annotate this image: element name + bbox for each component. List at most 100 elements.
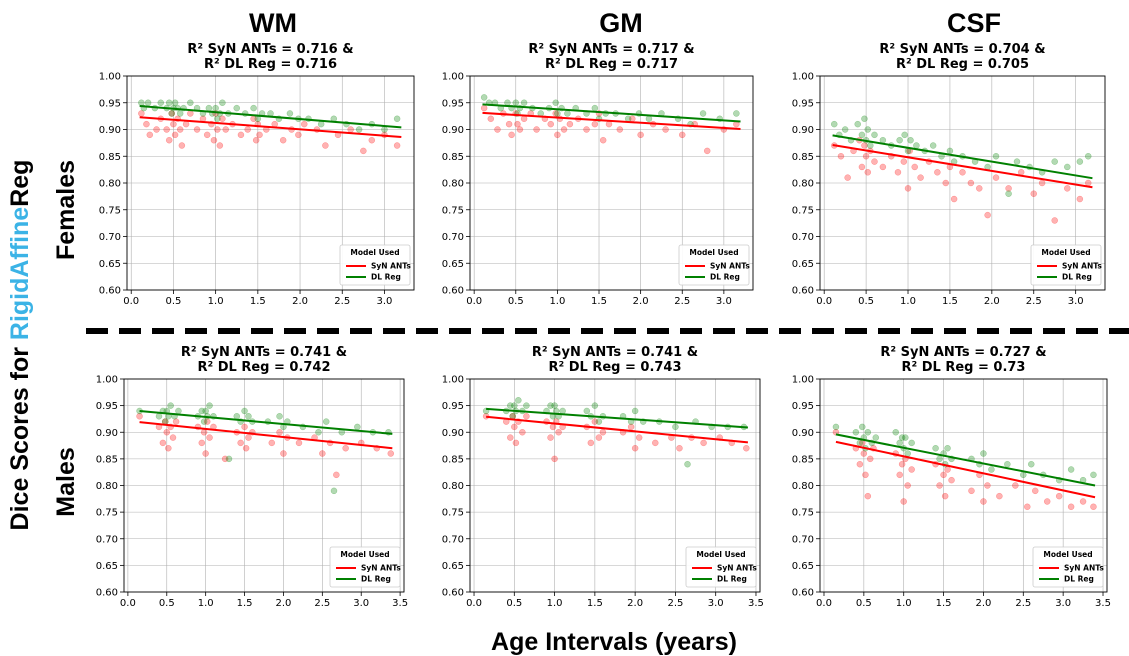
point-dl-reg: [902, 434, 909, 441]
point-syn-ants: [676, 444, 683, 452]
point-syn-ants: [941, 492, 949, 500]
y-tick-label: 0.75: [792, 205, 814, 216]
point-syn-ants: [894, 169, 902, 176]
point-dl-reg: [896, 136, 903, 144]
point-syn-ants: [387, 450, 395, 457]
point-dl-reg: [167, 402, 174, 409]
legend-entry: DL Reg: [361, 575, 391, 584]
y-tick-label: 0.80: [442, 179, 464, 190]
x-tick-label: 0.5: [858, 296, 874, 307]
y-tick-label: 0.75: [792, 508, 814, 519]
point-syn-ants: [165, 136, 173, 144]
point-dl-reg: [896, 439, 903, 447]
legend: Model Used SyN ANTs DL Reg: [678, 244, 750, 286]
point-syn-ants: [216, 142, 224, 149]
point-dl-reg: [858, 131, 866, 139]
point-dl-reg: [864, 429, 872, 436]
point-dl-reg: [198, 407, 206, 415]
fit-line-dl-reg: [482, 103, 741, 123]
x-supertitle: Age Intervals (years): [491, 628, 737, 656]
point-dl-reg: [554, 110, 561, 117]
point-syn-ants: [917, 174, 924, 181]
point-syn-ants: [360, 147, 367, 155]
point-syn-ants: [911, 163, 918, 171]
x-tick-label: 1.0: [547, 598, 563, 609]
point-syn-ants: [555, 429, 562, 436]
row-label-males: Males: [52, 447, 80, 516]
point-dl-reg: [831, 120, 838, 128]
point-syn-ants: [342, 444, 349, 452]
fit-line-dl-reg: [835, 433, 1096, 487]
point-syn-ants: [1005, 185, 1012, 192]
point-dl-reg: [138, 99, 145, 106]
point-syn-ants: [279, 136, 287, 144]
point-syn-ants: [146, 131, 154, 139]
point-syn-ants: [171, 131, 179, 139]
x-tick-label: 3.0: [708, 598, 724, 609]
point-syn-ants: [862, 471, 869, 479]
point-dl-reg: [317, 120, 325, 128]
point-dl-reg: [856, 439, 864, 447]
y-tick-label: 0.60: [792, 286, 814, 297]
point-syn-ants: [864, 169, 872, 176]
y-tick-label: 0.85: [96, 454, 118, 465]
panel-title-line: R² DL Reg = 0.717: [545, 57, 678, 72]
point-dl-reg: [699, 110, 707, 117]
x-tick-label: 1.0: [198, 598, 214, 609]
point-dl-reg: [205, 104, 213, 112]
legend-entry: DL Reg: [717, 575, 747, 584]
y-tick-label: 0.80: [99, 179, 121, 190]
point-dl-reg: [165, 99, 173, 106]
plot-frame: [819, 75, 1106, 291]
x-tick-label: 2.0: [984, 296, 1000, 307]
point-syn-ants: [871, 158, 878, 165]
point-dl-reg: [276, 413, 283, 420]
x-tick-label: 1.0: [896, 598, 912, 609]
plot-frame: [126, 75, 415, 291]
y-tick-label: 1.00: [442, 72, 464, 83]
point-dl-reg: [512, 99, 520, 106]
x-tick-label: 1.0: [900, 296, 916, 307]
point-dl-reg: [241, 407, 248, 415]
point-dl-reg: [936, 455, 943, 463]
point-syn-ants: [900, 158, 908, 165]
point-syn-ants: [631, 444, 639, 452]
point-dl-reg: [929, 142, 937, 149]
y-tick-label: 0.65: [792, 259, 814, 270]
x-tick-label: 2.0: [292, 296, 308, 307]
point-dl-reg: [944, 444, 951, 452]
point-syn-ants: [244, 126, 251, 133]
point-dl-reg: [157, 99, 165, 106]
point-syn-ants: [861, 142, 868, 149]
point-syn-ants: [866, 455, 874, 463]
point-dl-reg: [733, 110, 740, 117]
legend-entry: DL Reg: [371, 273, 401, 282]
chart-panel-males-csf: 0.60 0.65 0.70 0.75 0.80 0.85 0.90 0.95 1.00 0.0 0…: [792, 345, 1111, 609]
x-tick-label: 2.0: [275, 598, 291, 609]
point-dl-reg: [980, 450, 987, 457]
point-dl-reg: [672, 423, 679, 431]
y-tick-label: 0.95: [792, 401, 814, 412]
y-tick-label: 0.75: [442, 508, 464, 519]
point-dl-reg: [1004, 460, 1011, 468]
point-syn-ants: [368, 136, 376, 144]
point-syn-ants: [908, 466, 915, 473]
y-tick-label: 0.60: [96, 588, 118, 599]
fit-line-dl-reg: [139, 409, 393, 435]
point-dl-reg: [913, 142, 920, 149]
point-syn-ants: [1055, 492, 1063, 500]
fit-line-syn-ants: [486, 415, 749, 444]
x-tick-label: 0.0: [466, 598, 482, 609]
point-syn-ants: [554, 131, 561, 139]
x-tick-label: 2.5: [674, 296, 690, 307]
y-tick-label: 0.90: [96, 428, 118, 439]
y-tick-label: 0.70: [96, 534, 118, 545]
point-syn-ants: [627, 423, 635, 431]
point-syn-ants: [1079, 498, 1087, 505]
legend-title: Model Used: [1043, 550, 1092, 559]
x-tick-label: 1.5: [936, 598, 952, 609]
point-dl-reg: [176, 110, 184, 117]
y-tick-label: 0.90: [442, 428, 464, 439]
point-syn-ants: [976, 185, 983, 192]
point-syn-ants: [984, 211, 991, 219]
